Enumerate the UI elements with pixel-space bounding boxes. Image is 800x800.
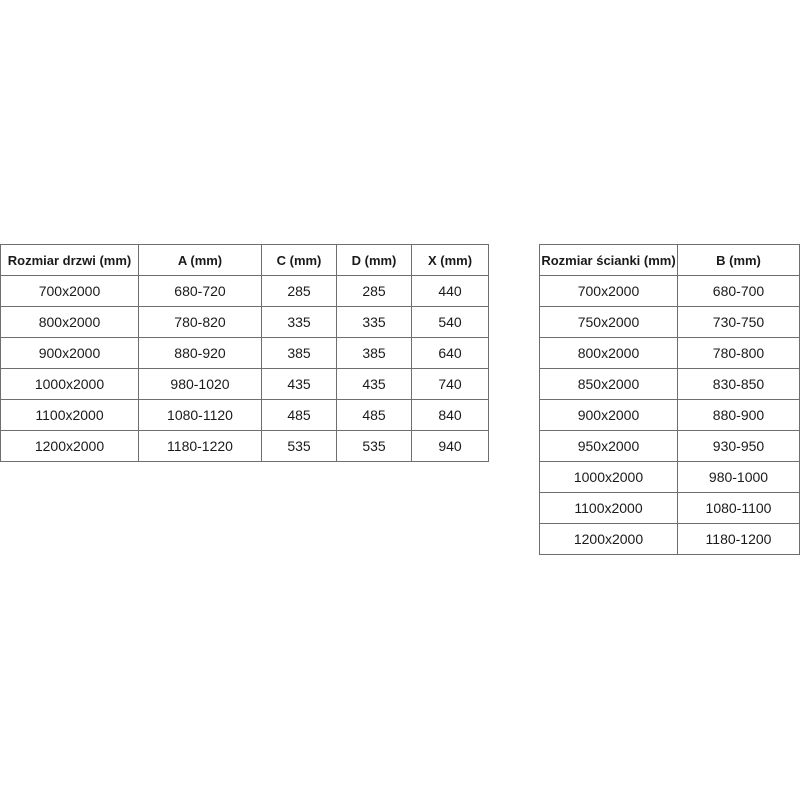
column-header: A (mm) (138, 244, 262, 276)
table-cell: 830-850 (677, 368, 800, 400)
table-cell: 1000x2000 (0, 368, 139, 400)
table-cell: 780-820 (138, 306, 262, 338)
table-cell: 385 (261, 337, 337, 369)
table-cell: 930-950 (677, 430, 800, 462)
table-cell: 440 (411, 275, 489, 307)
column-header: Rozmiar ścianki (mm) (539, 244, 678, 276)
column-header: D (mm) (336, 244, 412, 276)
table-cell: 640 (411, 337, 489, 369)
table-cell: 680-700 (677, 275, 800, 307)
table-cell: 840 (411, 399, 489, 431)
table-cell: 900x2000 (0, 337, 139, 369)
table-cell: 700x2000 (0, 275, 139, 307)
column-header: X (mm) (411, 244, 489, 276)
table-cell: 385 (336, 337, 412, 369)
table-cell: 335 (336, 306, 412, 338)
table-cell: 980-1000 (677, 461, 800, 493)
table-row: 900x2000 880-920 385 385 640 (0, 337, 489, 369)
table-cell: 950x2000 (539, 430, 678, 462)
table-row: 1100x2000 1080-1100 (539, 492, 800, 524)
table-cell: 800x2000 (539, 337, 678, 369)
table-row: 800x2000 780-800 (539, 337, 800, 369)
table-cell: 485 (336, 399, 412, 431)
table-row: 700x2000 680-720 285 285 440 (0, 275, 489, 307)
table-cell: 1000x2000 (539, 461, 678, 493)
column-header: C (mm) (261, 244, 337, 276)
table-row: 800x2000 780-820 335 335 540 (0, 306, 489, 338)
table-cell: 880-900 (677, 399, 800, 431)
table-cell: 900x2000 (539, 399, 678, 431)
table-cell: 680-720 (138, 275, 262, 307)
table-cell: 335 (261, 306, 337, 338)
table-row: 900x2000 880-900 (539, 399, 800, 431)
table-row: 750x2000 730-750 (539, 306, 800, 338)
table-cell: 1200x2000 (539, 523, 678, 555)
table-cell: 435 (261, 368, 337, 400)
table-cell: 730-750 (677, 306, 800, 338)
wall-size-table: Rozmiar ścianki (mm) B (mm) 700x2000 680-7… (539, 244, 800, 555)
table-cell: 1100x2000 (0, 399, 139, 431)
table-row: 700x2000 680-700 (539, 275, 800, 307)
table-row: 1100x2000 1080-1120 485 485 840 (0, 399, 489, 431)
table-row: 1200x2000 1180-1200 (539, 523, 800, 555)
table-row: 950x2000 930-950 (539, 430, 800, 462)
door-size-table: Rozmiar drzwi (mm) A (mm) C (mm) D (mm) X (m… (0, 244, 489, 462)
table-row: 1000x2000 980-1000 (539, 461, 800, 493)
table-cell: 540 (411, 306, 489, 338)
table-cell: 980-1020 (138, 368, 262, 400)
table-cell: 740 (411, 368, 489, 400)
table-row: 850x2000 830-850 (539, 368, 800, 400)
table-cell: 850x2000 (539, 368, 678, 400)
table-cell: 780-800 (677, 337, 800, 369)
table-row: 1200x2000 1180-1220 535 535 940 (0, 430, 489, 462)
table-cell: 435 (336, 368, 412, 400)
table-cell: 535 (261, 430, 337, 462)
table-cell: 940 (411, 430, 489, 462)
table-cell: 285 (336, 275, 412, 307)
table-header-row: Rozmiar ścianki (mm) B (mm) (539, 244, 800, 276)
column-header: Rozmiar drzwi (mm) (0, 244, 139, 276)
column-header: B (mm) (677, 244, 800, 276)
table-header-row: Rozmiar drzwi (mm) A (mm) C (mm) D (mm) X (m… (0, 244, 489, 276)
table-cell: 1200x2000 (0, 430, 139, 462)
table-cell: 880-920 (138, 337, 262, 369)
table-cell: 285 (261, 275, 337, 307)
table-row: 1000x2000 980-1020 435 435 740 (0, 368, 489, 400)
table-cell: 485 (261, 399, 337, 431)
table-cell: 535 (336, 430, 412, 462)
table-cell: 1180-1220 (138, 430, 262, 462)
table-cell: 1080-1100 (677, 492, 800, 524)
table-cell: 1180-1200 (677, 523, 800, 555)
table-cell: 1080-1120 (138, 399, 262, 431)
table-cell: 1100x2000 (539, 492, 678, 524)
table-cell: 800x2000 (0, 306, 139, 338)
table-cell: 750x2000 (539, 306, 678, 338)
table-cell: 700x2000 (539, 275, 678, 307)
